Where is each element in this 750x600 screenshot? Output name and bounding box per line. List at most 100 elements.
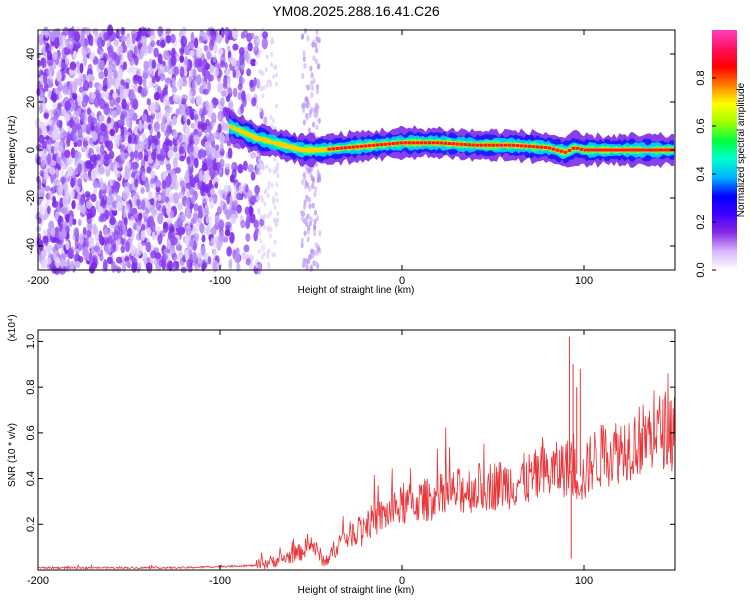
noise-speck — [275, 197, 279, 203]
noise-speck — [226, 246, 233, 257]
noise-speck — [70, 147, 76, 159]
noise-speck — [212, 248, 217, 257]
noise-speck — [311, 41, 315, 48]
noise-speck — [225, 69, 230, 77]
noise-speck — [275, 72, 279, 78]
noise-speck — [55, 106, 61, 118]
noise-speck — [213, 176, 220, 185]
noise-speck — [146, 262, 153, 274]
noise-speck — [107, 194, 113, 206]
noise-speck — [113, 69, 118, 79]
noise-speck — [156, 212, 164, 225]
noise-speck — [67, 166, 74, 177]
noise-speck — [71, 123, 78, 134]
noise-speck — [103, 67, 108, 78]
noise-speck — [315, 88, 319, 95]
noise-speck — [154, 252, 162, 260]
noise-speck — [80, 37, 85, 48]
noise-speck — [73, 68, 78, 76]
noise-speck — [198, 36, 205, 44]
ridge-peak — [399, 141, 404, 145]
noise-speck — [213, 42, 218, 55]
noise-speck — [255, 104, 259, 110]
noise-speck — [142, 68, 150, 79]
noise-speck — [307, 224, 311, 231]
noise-speck — [111, 209, 118, 216]
noise-speck — [47, 89, 52, 98]
noise-speck — [256, 196, 260, 202]
noise-speck — [99, 179, 104, 192]
noise-speck — [273, 204, 277, 210]
spectrogram-x-tick-label: 100 — [575, 275, 593, 287]
noise-speck — [267, 225, 271, 231]
noise-speck — [39, 204, 44, 217]
noise-speck — [36, 52, 41, 59]
noise-speck — [313, 106, 317, 113]
noise-speck — [275, 182, 279, 188]
noise-speck — [114, 134, 120, 146]
noise-speck — [206, 52, 213, 60]
noise-speck — [120, 245, 125, 254]
noise-speck — [208, 121, 214, 131]
noise-speck — [261, 37, 268, 50]
noise-speck — [302, 102, 306, 109]
noise-speck — [230, 213, 237, 224]
noise-speck — [259, 214, 263, 220]
ridge-peak — [483, 143, 488, 147]
noise-speck — [193, 157, 199, 169]
noise-speck — [209, 28, 216, 37]
noise-speck — [143, 60, 150, 70]
noise-speck — [74, 260, 81, 269]
noise-speck — [219, 97, 225, 107]
noise-speck — [255, 60, 259, 66]
noise-speck — [184, 170, 190, 182]
noise-speck — [248, 205, 253, 216]
noise-speck — [190, 31, 195, 44]
ridge-peak — [519, 144, 524, 148]
noise-speck — [208, 166, 214, 177]
noise-speck — [311, 183, 315, 190]
ridge-peak — [435, 141, 440, 145]
noise-speck — [313, 209, 318, 216]
noise-speck — [239, 54, 245, 66]
noise-speck — [47, 68, 53, 77]
noise-speck — [98, 114, 105, 122]
noise-speck — [266, 213, 270, 219]
noise-speck — [307, 254, 312, 261]
noise-speck — [300, 237, 304, 244]
noise-speck — [179, 133, 186, 141]
noise-speck — [127, 227, 132, 238]
noise-speck — [88, 137, 94, 145]
noise-speck — [276, 164, 280, 170]
noise-speck — [143, 138, 150, 150]
snr-x-tick-label: 0 — [399, 575, 405, 587]
noise-speck — [265, 82, 269, 88]
ridge-peak — [327, 147, 331, 151]
noise-speck — [126, 50, 132, 60]
ridge-peak — [579, 147, 584, 151]
snr-x-label: Height of straight line (km) — [298, 585, 415, 596]
noise-speck — [62, 265, 68, 273]
noise-speck — [143, 257, 148, 266]
noise-speck — [134, 55, 139, 66]
noise-speck — [192, 68, 197, 81]
noise-speck — [88, 74, 95, 82]
noise-speck — [102, 259, 108, 271]
noise-speck — [312, 55, 316, 62]
noise-speck — [53, 37, 60, 49]
noise-speck — [218, 135, 226, 143]
noise-speck — [161, 205, 167, 214]
noise-speck — [141, 113, 148, 122]
noise-speck — [306, 213, 311, 220]
noise-speck — [111, 109, 118, 119]
noise-speck — [250, 196, 257, 204]
noise-speck — [306, 35, 310, 42]
noise-speck — [100, 91, 105, 99]
noise-speck — [147, 123, 152, 131]
noise-speck — [224, 163, 231, 170]
ridge-peak — [567, 148, 572, 152]
noise-speck — [166, 124, 172, 134]
noise-speck — [37, 216, 42, 225]
ridge-peak — [535, 145, 540, 149]
noise-speck — [315, 124, 319, 131]
